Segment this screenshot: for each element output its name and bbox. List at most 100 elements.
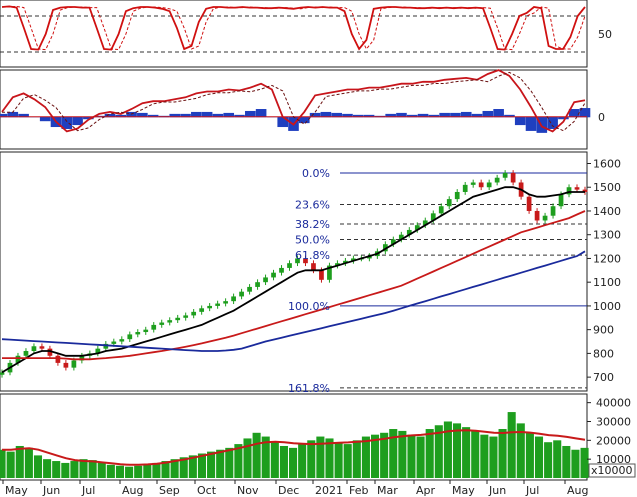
price-tick-label: 1600 [593,157,621,170]
volume-bar [279,445,288,478]
candle-body [271,272,276,278]
candle-body [15,355,21,363]
candle-body [0,372,5,375]
macd-panel: 0 [0,69,605,150]
volume-average-line [2,429,586,466]
candle-body [159,322,165,325]
month-label: Nov [237,484,259,497]
price-tick-label: 1100 [593,276,621,289]
candle-body [47,348,53,356]
volume-bar [471,430,480,478]
candle-body [63,362,69,368]
candle-body [311,263,316,271]
volume-bar [489,436,498,478]
stochastic-line [1,5,586,51]
volume-bar [52,461,61,478]
macd-histogram-bar [104,113,116,118]
macd-histogram-bar [223,112,235,118]
volume-tick-label: 10000 [596,453,631,466]
candle-body [55,355,61,363]
candle-body [199,308,205,312]
candle-body [343,260,348,264]
month-label: Mar [377,484,398,497]
candle-body [183,315,189,318]
month-label: Dec [278,484,299,497]
candle-body [422,220,428,226]
candle-body [550,206,556,216]
volume-bar [525,432,534,478]
volume-bar [389,429,398,478]
volume-bar [343,444,352,478]
candle-body [319,270,324,280]
volume-bar [571,449,580,478]
macd-histogram-bar [169,113,181,118]
volume-bar [325,438,334,478]
month-label: 2021 [315,484,343,497]
price-tick-label: 1200 [593,252,621,265]
macd-histogram-bar [39,116,51,122]
volume-bar [15,445,24,478]
moving-average-line [2,210,586,361]
volume-bar [298,444,307,478]
macd-histogram-bar [72,116,83,126]
candle-body [414,225,420,230]
volume-bar [516,423,525,478]
candle-body [39,346,45,349]
volume-bar [143,464,152,478]
macd-histogram-bar [547,116,558,129]
macd-histogram-bar [255,109,267,118]
candle-body [494,177,500,183]
volume-bar [70,461,79,478]
macd-histogram-bar [428,114,440,118]
macd-histogram-bar [514,116,526,126]
candle-body [534,210,540,221]
volume-bar [398,430,407,478]
moving-average-line [1,250,586,352]
candle-body [486,182,492,188]
volume-bar [33,455,43,478]
volume-bar [179,457,188,478]
stochastic-frame [0,0,588,68]
volume-bar [243,438,252,478]
volume-bar [170,459,179,478]
macd-histogram-bar [417,113,429,118]
volume-bar [197,453,206,478]
macd-histogram-bar [137,112,148,118]
volume-bar [352,440,361,478]
month-label: Jul [81,484,95,497]
macd-histogram-bar [147,114,159,118]
macd-histogram-bar [363,114,375,118]
volume-bar [370,434,380,478]
candle-body [303,258,308,264]
volume-bar [216,449,225,478]
volume-bar [407,434,416,478]
macd-histogram-bar [450,112,461,118]
macd-histogram-bar [245,110,256,118]
volume-bar [452,423,462,478]
macd-signal-line [2,71,586,132]
macd-histogram-bar [7,111,19,118]
volume-bar [507,412,516,478]
volume-bar [24,447,33,478]
volume-bar [61,462,70,478]
candle-body [151,324,157,330]
candle-body [446,199,452,207]
volume-tick-label: 30000 [596,415,631,428]
volume-bar [498,429,507,478]
month-label: Jul [525,484,539,497]
candle-body [510,172,516,183]
month-label: Jun [42,484,60,497]
fib-label: 161.8% [288,382,330,395]
macd-histogram-bar [61,116,73,129]
volume-bar [416,436,425,478]
candle-body [119,339,125,342]
price-tick-label: 1300 [593,229,621,242]
volume-tick-label: 40000 [596,397,631,410]
price-tick-label: 800 [593,347,614,360]
volume-bar [334,442,343,478]
volume-bar [462,427,471,478]
candle-body [382,244,388,252]
candle-body [239,291,244,297]
volume-bar [97,462,106,478]
candle-body [231,296,236,302]
